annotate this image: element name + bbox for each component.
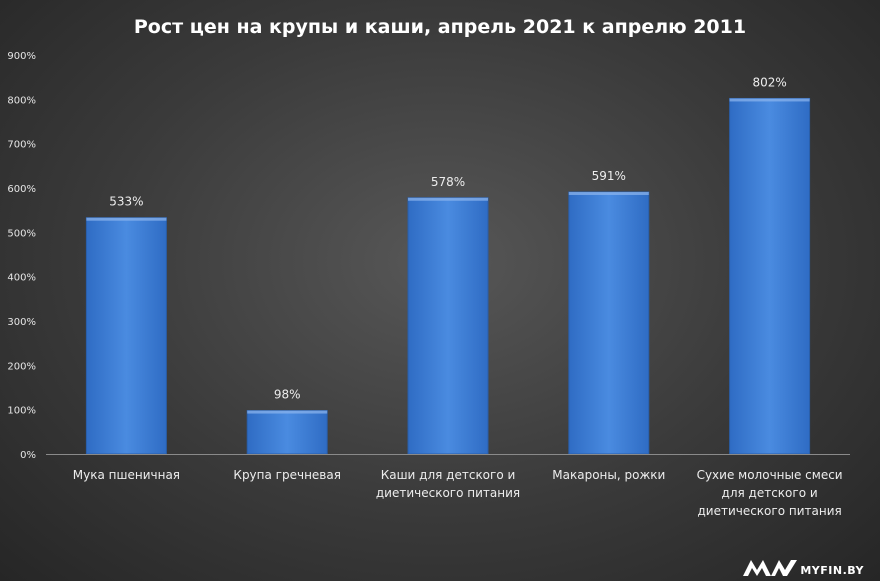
bar-highlight	[247, 410, 328, 414]
y-tick-label: 900%	[7, 51, 36, 62]
value-labels-group: 533% 98% 578% 591% 802%	[109, 75, 787, 401]
category-label: Макароны, рожки	[552, 468, 665, 482]
y-tick-label: 500%	[7, 228, 36, 239]
category-label-line: диетического питания	[697, 504, 841, 518]
y-axis: 0% 100% 200% 300% 400% 500% 600% 700% 800% 900%	[7, 51, 36, 461]
bar	[407, 197, 489, 455]
y-tick-label: 400%	[7, 273, 36, 284]
bar	[729, 97, 811, 455]
data-label: 802%	[752, 75, 786, 89]
data-label: 578%	[431, 175, 465, 189]
data-label: 591%	[592, 169, 626, 183]
bar-highlight	[568, 191, 649, 195]
category-label-line: Каши для детского и	[381, 468, 516, 482]
data-label: 533%	[109, 195, 143, 209]
y-tick-label: 0%	[20, 450, 36, 461]
bar	[568, 191, 650, 455]
category-label-line: для детского и	[722, 486, 818, 500]
category-label: Сухие молочные смеси для детского и диетич…	[697, 468, 843, 518]
myfin-logo-icon	[743, 560, 798, 576]
bar	[85, 217, 167, 455]
category-label-line: Мука пшеничная	[73, 468, 180, 482]
bar-highlight	[86, 217, 167, 221]
chart-title: Рост цен на крупы и каши, апрель 2021 к …	[134, 16, 746, 38]
bar-highlight	[729, 98, 810, 102]
category-label-line: Крупа гречневая	[233, 468, 341, 482]
y-tick-label: 200%	[7, 361, 36, 372]
y-tick-label: 300%	[7, 317, 36, 328]
watermark-text: MYFIN.BY	[800, 564, 864, 577]
bar-highlight	[408, 197, 488, 201]
category-label-line: диетического питания	[376, 486, 520, 500]
bars-group	[85, 97, 811, 455]
y-tick-label: 700%	[7, 140, 36, 151]
category-label-line: Макароны, рожки	[552, 468, 665, 482]
data-label: 98%	[274, 388, 301, 402]
watermark: MYFIN.BY	[742, 557, 864, 577]
x-axis: Мука пшеничная Крупа гречневая Каши для де…	[46, 454, 850, 518]
y-tick-label: 600%	[7, 184, 36, 195]
category-label: Крупа гречневая	[233, 468, 341, 482]
y-tick-label: 100%	[7, 406, 36, 417]
y-tick-label: 800%	[7, 95, 36, 106]
category-label: Мука пшеничная	[73, 468, 180, 482]
bar	[246, 410, 328, 455]
category-label-line: Сухие молочные смеси	[697, 468, 843, 482]
category-label: Каши для детского и диетического питания	[376, 468, 520, 500]
